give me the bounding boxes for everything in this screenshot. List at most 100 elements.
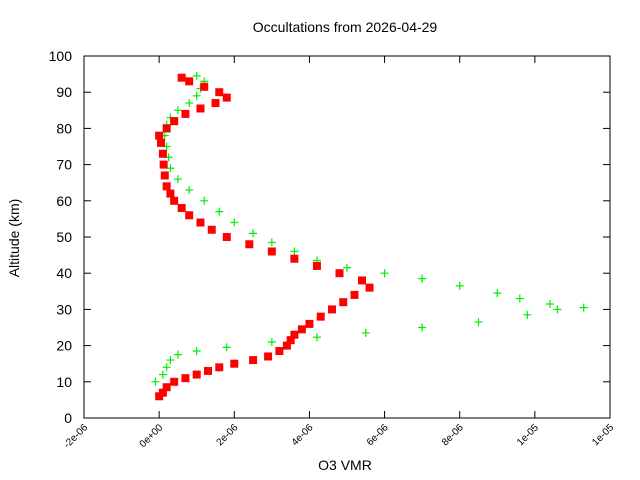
square-point xyxy=(312,261,321,270)
square-point xyxy=(177,73,186,82)
plus-point xyxy=(185,99,194,108)
square-point xyxy=(170,117,179,126)
square-point xyxy=(166,189,175,198)
plus-point xyxy=(267,337,276,346)
plus-point xyxy=(515,294,524,303)
square-point xyxy=(316,312,325,321)
series-2 xyxy=(155,73,374,401)
square-point xyxy=(185,211,194,220)
y-tick-label: 50 xyxy=(56,229,72,245)
square-point xyxy=(203,366,212,375)
square-point xyxy=(160,171,169,180)
square-point xyxy=(211,99,220,108)
square-point xyxy=(222,93,231,102)
plus-point xyxy=(249,229,258,238)
square-point xyxy=(290,330,299,339)
y-tick-label: 80 xyxy=(56,120,72,136)
square-point xyxy=(327,305,336,314)
plus-point xyxy=(474,318,483,327)
square-point xyxy=(207,225,216,234)
plus-point xyxy=(230,218,239,227)
axis-ticks xyxy=(83,55,611,419)
plus-point xyxy=(343,263,351,272)
plus-point xyxy=(312,333,321,342)
plus-point xyxy=(192,71,201,80)
square-point xyxy=(215,363,224,372)
square-point xyxy=(215,88,224,97)
square-point xyxy=(305,319,314,328)
square-point xyxy=(170,377,179,386)
square-point xyxy=(196,218,205,227)
square-point xyxy=(365,283,374,292)
square-point xyxy=(230,359,239,368)
y-tick-label: 70 xyxy=(56,157,72,173)
y-tick-label: 100 xyxy=(49,48,73,64)
y-tick-label: 60 xyxy=(56,193,72,209)
square-point xyxy=(297,325,306,334)
square-point xyxy=(245,240,254,249)
square-point xyxy=(192,370,201,379)
plus-point xyxy=(151,377,160,386)
plus-point xyxy=(455,281,464,290)
square-point xyxy=(162,383,171,392)
plus-point xyxy=(192,347,201,356)
square-point xyxy=(157,138,166,147)
plus-point xyxy=(523,310,532,319)
square-point xyxy=(185,77,194,86)
plus-point xyxy=(166,356,175,365)
y-tick-label: 0 xyxy=(64,410,72,426)
y-tick-label: 20 xyxy=(56,338,72,354)
square-point xyxy=(335,269,344,278)
plus-point xyxy=(166,164,175,173)
square-point xyxy=(358,276,367,285)
plus-point xyxy=(361,328,370,337)
plus-point xyxy=(200,196,209,205)
square-point xyxy=(181,109,190,118)
plus-point xyxy=(222,343,231,352)
plus-point xyxy=(162,363,171,372)
y-axis-label: Altitude (km) xyxy=(6,199,22,278)
square-point xyxy=(162,124,171,133)
plus-point xyxy=(267,238,276,247)
plus-point xyxy=(418,323,427,332)
square-point xyxy=(267,247,276,256)
square-point xyxy=(290,254,299,263)
plus-point xyxy=(380,269,389,278)
square-point xyxy=(339,298,348,307)
square-point xyxy=(159,160,168,169)
square-point xyxy=(155,131,164,140)
square-point xyxy=(158,388,167,397)
square-point xyxy=(350,290,359,299)
y-tick-label: 90 xyxy=(56,84,72,100)
square-point xyxy=(249,356,258,365)
data-points xyxy=(151,71,588,401)
plus-point xyxy=(173,350,182,359)
plus-point xyxy=(545,299,554,308)
plus-point xyxy=(173,175,182,184)
plus-point xyxy=(418,274,427,283)
square-point xyxy=(222,233,231,241)
square-point xyxy=(162,182,171,191)
square-point xyxy=(200,82,209,91)
plus-point xyxy=(173,106,182,115)
square-point xyxy=(264,352,273,361)
chart-title: Occultations from 2026-04-29 xyxy=(253,19,438,35)
square-point xyxy=(181,374,190,383)
square-point xyxy=(282,341,291,350)
square-point xyxy=(286,336,295,345)
plus-point xyxy=(290,247,299,256)
plus-point xyxy=(553,305,562,314)
square-point xyxy=(158,149,167,158)
y-tick-label: 30 xyxy=(56,301,72,317)
y-tick-label: 10 xyxy=(56,374,72,390)
plus-point xyxy=(215,207,224,216)
square-point xyxy=(177,204,186,213)
plus-point xyxy=(579,303,588,312)
y-tick-label: 40 xyxy=(56,265,72,281)
plus-point xyxy=(192,91,201,100)
plus-point xyxy=(158,370,167,379)
plus-point xyxy=(493,289,502,298)
plus-point xyxy=(185,185,194,194)
